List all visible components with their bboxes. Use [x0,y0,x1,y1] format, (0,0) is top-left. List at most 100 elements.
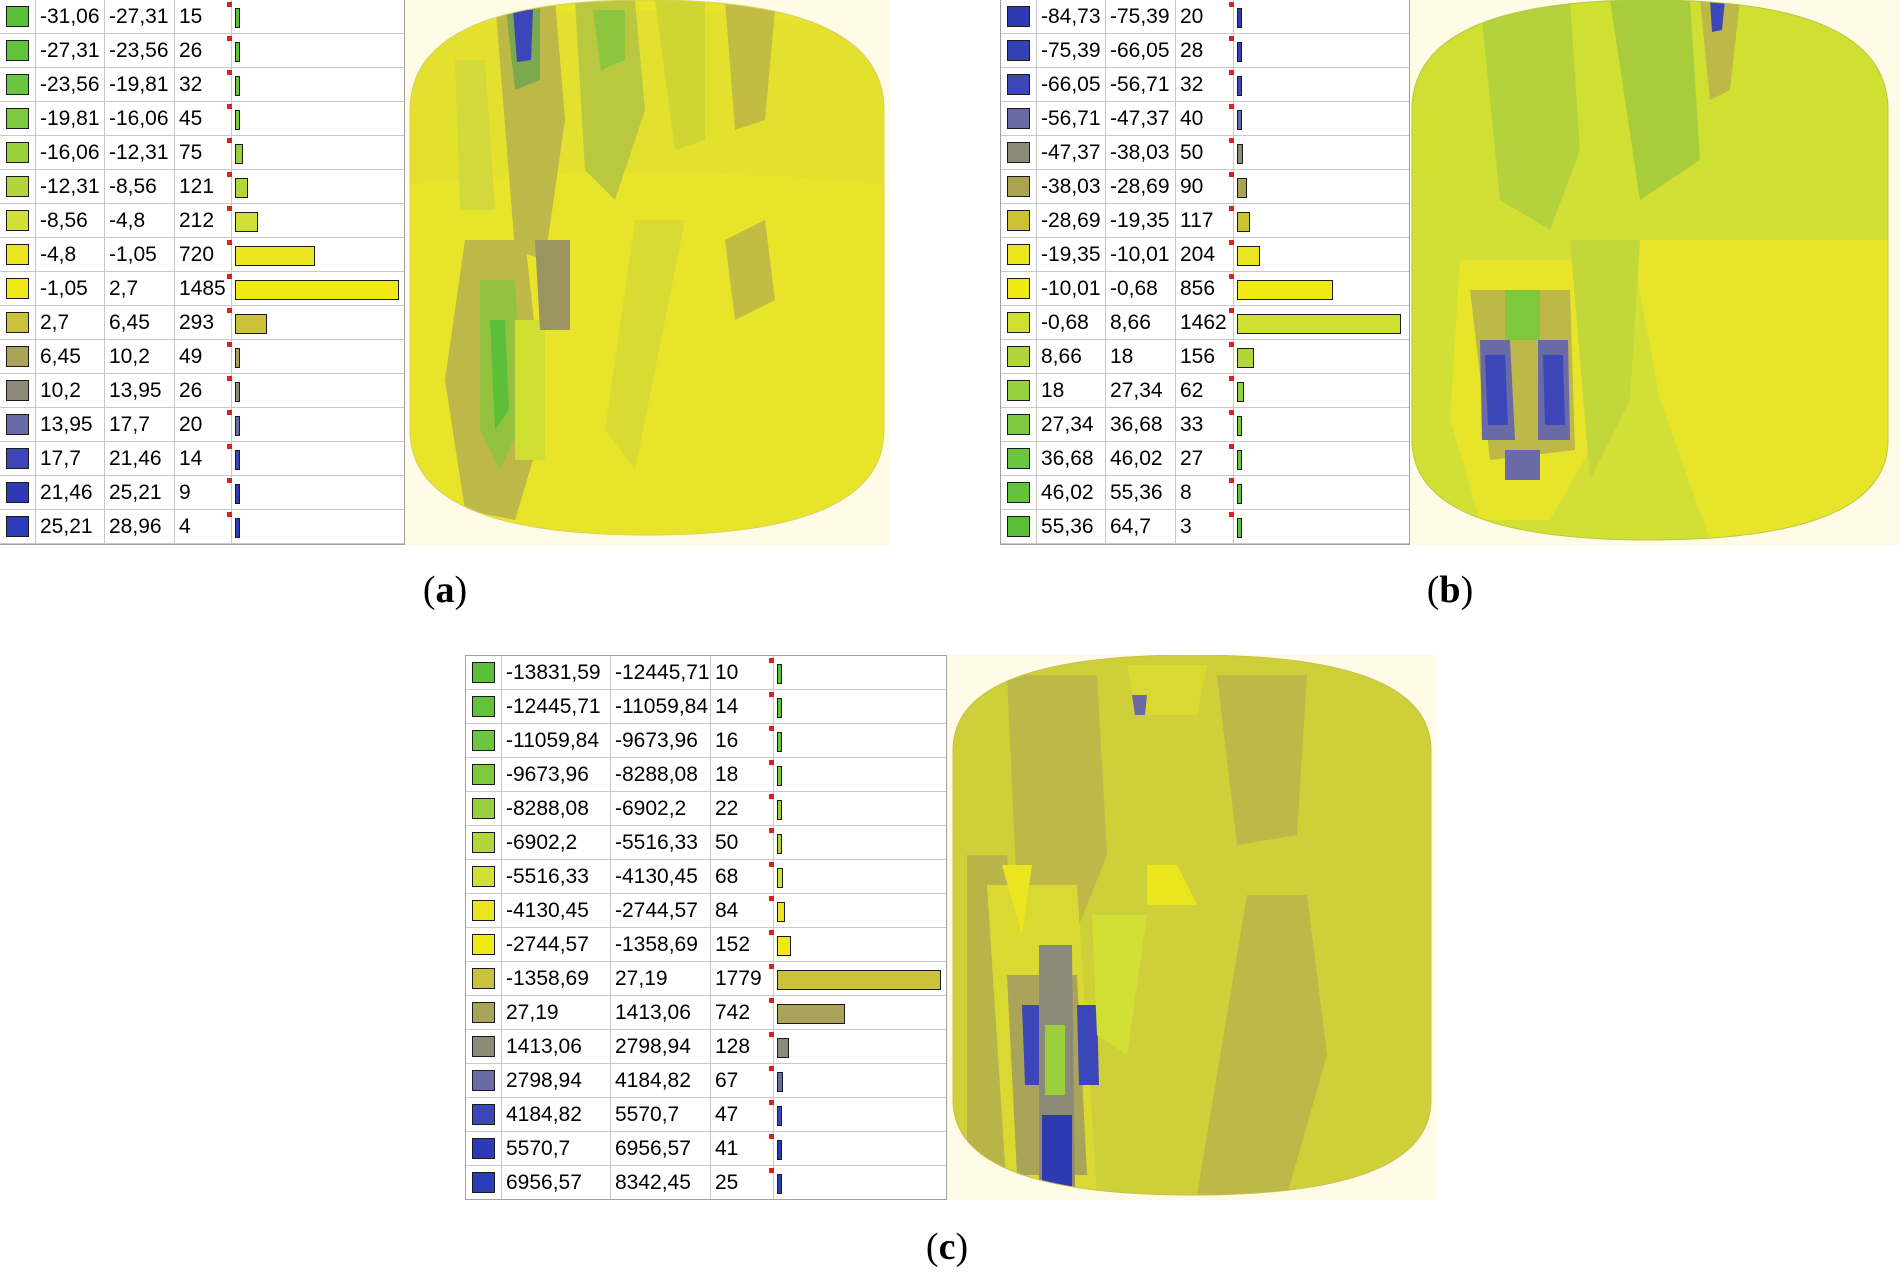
range-to: -8,56 [105,170,175,204]
legend-row: -75,39 -66,05 28 [1001,34,1409,68]
range-from: -66,05 [1037,68,1106,102]
histogram-bar [777,1140,782,1160]
bin-count: 27 [1176,442,1234,476]
bin-count: 75 [175,136,232,170]
histogram-bar [1237,246,1260,266]
marker-tick [769,862,774,867]
marker-tick [1229,444,1234,449]
legend-row: -47,37 -38,03 50 [1001,136,1409,170]
range-from: -16,06 [36,136,105,170]
bin-count: 10 [711,656,774,690]
histogram-bar [777,1106,782,1126]
bin-count: 1779 [711,962,774,996]
legend-row: 27,34 36,68 33 [1001,408,1409,442]
histogram-bar [777,868,784,888]
bin-count: 26 [175,374,232,408]
legend-swatch-cell [1001,0,1037,34]
legend-row: 21,46 25,21 9 [0,476,404,510]
legend-row: -12445,71 -11059,84 14 [466,690,946,724]
range-from: 8,66 [1037,340,1106,374]
bin-count: 156 [1176,340,1234,374]
histogram-bar [777,834,782,854]
legend-row: 8,66 18 156 [1001,340,1409,374]
legend-swatch-cell [466,758,502,792]
histogram-bar [777,1004,846,1024]
range-to: -56,71 [1106,68,1176,102]
range-from: 10,2 [36,374,105,408]
range-to: -6902,2 [611,792,711,826]
color-swatch [472,900,495,921]
color-swatch [1007,108,1030,129]
legend-swatch-cell [0,510,36,544]
legend-swatch-cell [1001,68,1037,102]
bin-count: 20 [1176,0,1234,34]
legend-row: -28,69 -19,35 117 [1001,204,1409,238]
range-to: 6,45 [105,306,175,340]
legend-swatch-cell [1001,306,1037,340]
legend-swatch-cell [466,792,502,826]
range-from: -0,68 [1037,306,1106,340]
legend-row: -19,81 -16,06 45 [0,102,404,136]
range-from: 27,19 [502,996,611,1030]
range-to: 17,7 [105,408,175,442]
marker-tick [1229,308,1234,313]
color-swatch [1007,312,1030,333]
marker-tick [227,410,232,415]
histogram-bar [777,936,791,956]
histogram-bar [1237,314,1401,334]
marker-tick [1229,172,1234,177]
legend-row: -13831,59 -12445,71 10 [466,656,946,690]
marker-tick [769,964,774,969]
legend-row: 27,19 1413,06 742 [466,996,946,1030]
color-swatch [1007,380,1030,401]
range-from: 36,68 [1037,442,1106,476]
bin-count: 68 [711,860,774,894]
legend-row: -11059,84 -9673,96 16 [466,724,946,758]
bin-count: 84 [711,894,774,928]
range-to: 2798,94 [611,1030,711,1064]
histogram-bar [777,1038,789,1058]
marker-tick [1229,36,1234,41]
legend-swatch-cell [0,68,36,102]
caption-a: (a) [422,569,468,611]
range-from: -10,01 [1037,272,1106,306]
legend-swatch-cell [466,928,502,962]
bin-count: 67 [711,1064,774,1098]
histogram-bar [777,1072,784,1092]
legend-swatch-cell [0,272,36,306]
range-to: -10,01 [1106,238,1176,272]
range-to: 55,36 [1106,476,1176,510]
range-from: -28,69 [1037,204,1106,238]
histogram-bar [777,664,782,684]
range-to: -5516,33 [611,826,711,860]
color-swatch [6,40,29,61]
histogram-bar [1237,42,1242,62]
range-from: 27,34 [1037,408,1106,442]
histogram-bar [1237,450,1242,470]
legend-row: -1,05 2,7 1485 [0,272,404,306]
range-to: -66,05 [1106,34,1176,68]
legend-swatch-cell [1001,170,1037,204]
caption-c: (c) [925,1226,969,1268]
color-swatch [1007,176,1030,197]
color-swatch [1007,6,1030,27]
legend-swatch-cell [0,238,36,272]
range-from: -6902,2 [502,826,611,860]
legend-swatch-cell [0,306,36,340]
legend-row: -10,01 -0,68 856 [1001,272,1409,306]
color-swatch [472,798,495,819]
legend-swatch-cell [0,442,36,476]
legend-swatch-cell [466,1064,502,1098]
legend-swatch-cell [0,102,36,136]
color-swatch [472,730,495,751]
marker-tick [1229,410,1234,415]
bin-count: 45 [175,102,232,136]
histogram-bar [235,110,240,130]
histogram-bar [777,732,782,752]
legend-swatch-cell [466,1098,502,1132]
range-from: -38,03 [1037,170,1106,204]
legend-row: -12,31 -8,56 121 [0,170,404,204]
range-to: -28,69 [1106,170,1176,204]
color-swatch [472,866,495,887]
range-to: 46,02 [1106,442,1176,476]
